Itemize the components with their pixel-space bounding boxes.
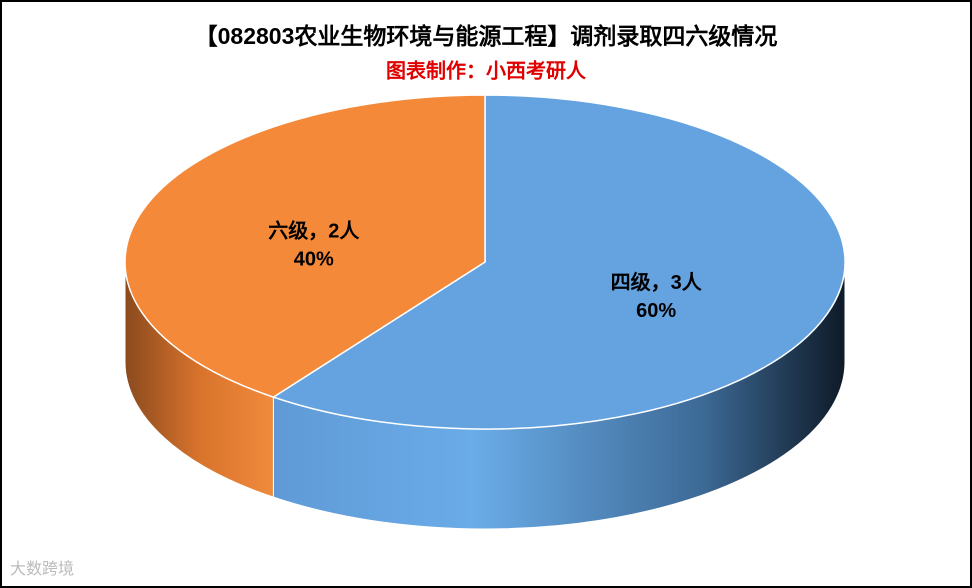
data-label: 四级，3人 <box>611 270 703 294</box>
percent-label: 40% <box>294 248 334 270</box>
chart-title: 【082803农业生物环境与能源工程】调剂录取四六级情况 <box>195 23 778 49</box>
percent-label: 60% <box>636 300 676 322</box>
pie-slice <box>271 94 846 430</box>
chart-subtitle: 图表制作：小西考研人 <box>386 58 587 82</box>
data-label: 六级，2人 <box>268 218 360 242</box>
pie-slice <box>124 94 486 398</box>
watermark: 大数跨境 <box>10 559 74 578</box>
